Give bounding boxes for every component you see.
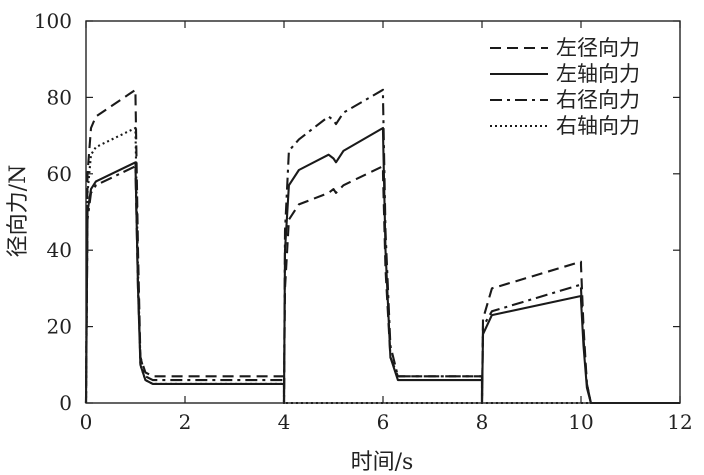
y-tick-label: 20 bbox=[47, 315, 72, 339]
y-tick-label: 40 bbox=[47, 238, 72, 262]
x-tick-label: 10 bbox=[568, 410, 593, 434]
legend-label: 右轴向力 bbox=[556, 114, 640, 138]
x-tick-label: 4 bbox=[278, 410, 291, 434]
x-tick-label: 2 bbox=[179, 410, 192, 434]
axes: 0 2 4 6 8 10 12 0 20 40 60 80 100 bbox=[34, 9, 693, 434]
y-axis-label: 径向力/N bbox=[6, 165, 31, 258]
series-line-1 bbox=[84, 88, 680, 405]
legend-label: 右径向力 bbox=[556, 88, 640, 112]
x-tick-label: 0 bbox=[80, 410, 93, 434]
series-line-2 bbox=[84, 126, 680, 405]
y-tick-label: 0 bbox=[59, 391, 72, 415]
x-tick-label: 8 bbox=[476, 410, 489, 434]
x-tick-label: 6 bbox=[377, 410, 390, 434]
y-tick-label: 60 bbox=[47, 162, 72, 186]
plot-area bbox=[84, 88, 680, 405]
x-tick-label: 12 bbox=[667, 410, 692, 434]
legend-label: 左轴向力 bbox=[556, 62, 640, 86]
x-axis-label: 时间/s bbox=[351, 450, 414, 475]
y-tick-label: 80 bbox=[47, 85, 72, 109]
y-tick-label: 100 bbox=[34, 9, 72, 33]
legend-label: 左径向力 bbox=[556, 36, 640, 60]
series-line-3 bbox=[84, 88, 680, 405]
